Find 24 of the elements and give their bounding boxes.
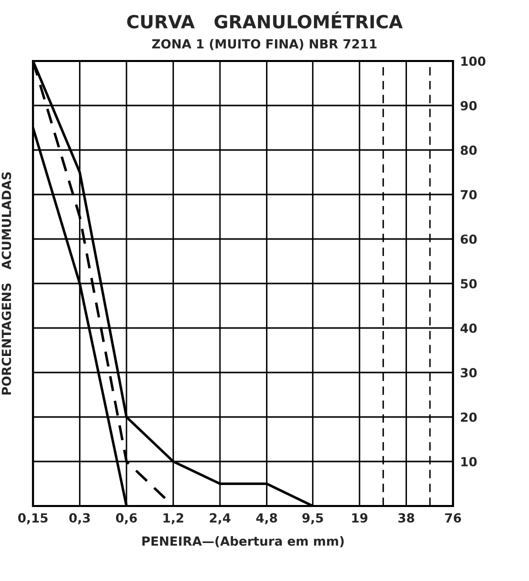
y-tick-label: 40 [460, 323, 477, 333]
x-tick-label: 38 [398, 513, 414, 523]
x-tick-label: 4,8 [256, 513, 278, 524]
y-tick-label: 100 [461, 56, 486, 66]
x-tick-label: 2,4 [210, 513, 230, 524]
y-tick-label: 90 [460, 100, 477, 110]
y-tick-label: 70 [460, 190, 477, 200]
y-axis-title: PORCENTAGENS ACUMULADAS [2, 172, 12, 395]
x-tick-label: 1,2 [164, 513, 184, 524]
x-tick-label: 19 [352, 513, 368, 523]
y-tick-label: 30 [460, 368, 477, 378]
x-tick-label: 0,6 [116, 513, 137, 524]
chart-subtitle: ZONA 1 (MUITO FINA) NBR 7211 [152, 38, 377, 50]
chart-title: CURVA GRANULOMÉTRICA [127, 12, 403, 28]
x-axis-title: PENEIRA—(Abertura em mm) [142, 536, 344, 548]
y-tick-label: 80 [460, 145, 477, 155]
y-tick-label: 10 [461, 456, 477, 466]
y-tick-label: 50 [460, 278, 477, 288]
x-tick-label: 9,5 [302, 513, 323, 524]
x-tick-label: 0,3 [69, 513, 90, 524]
x-tick-label: 76 [445, 513, 462, 523]
x-tick-label: 0,15 [18, 513, 48, 524]
y-tick-label: 20 [460, 412, 477, 422]
y-tick-label: 60 [460, 234, 477, 244]
